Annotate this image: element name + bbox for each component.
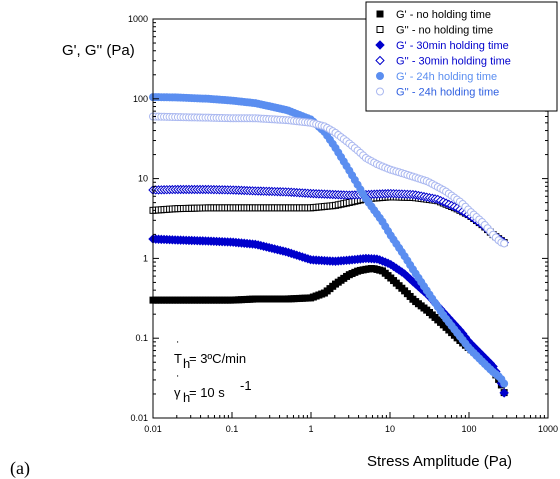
y-axis-title: G', G'' (Pa) xyxy=(62,42,135,59)
legend-label: G'' - 30min holding time xyxy=(396,56,511,68)
y-tick-label: 0.1 xyxy=(135,333,148,343)
y-tick-label: 10 xyxy=(138,174,148,184)
legend-label: G' - no holding time xyxy=(396,9,491,21)
legend-marker xyxy=(376,10,384,18)
shear-dot: ˙ xyxy=(176,373,180,388)
rate-subscript: h xyxy=(183,356,190,371)
shear-annotation: ˙ γ h = 10 s -1 xyxy=(174,373,252,405)
data-markers xyxy=(148,93,509,398)
legend-box xyxy=(365,1,558,112)
x-tick-label: 0.01 xyxy=(144,424,162,434)
legend: G' - no holding time G'' - no holding tim… xyxy=(365,1,558,112)
rate-annotation: ˙ T h = 3ºC/min xyxy=(174,339,246,371)
x-tick-label: 10 xyxy=(385,424,395,434)
y-tick-label: 1 xyxy=(143,253,148,263)
legend-label: G'' - 24h holding time xyxy=(396,87,499,99)
rate-dot: ˙ xyxy=(176,339,180,354)
shear-symbol: γ xyxy=(174,385,181,400)
series-3 xyxy=(148,234,509,398)
legend-marker xyxy=(375,40,385,50)
y-tick-label: 0.01 xyxy=(130,413,148,423)
shear-subscript: h xyxy=(183,390,190,405)
shear-exponent: -1 xyxy=(240,378,252,393)
legend-marker xyxy=(376,26,384,33)
legend-marker xyxy=(376,87,384,96)
x-axis-title: Stress Amplitude (Pa) xyxy=(367,453,512,470)
legend-label: G' - 30min holding time xyxy=(396,40,509,52)
rate-symbol: T xyxy=(174,351,182,366)
series-5 xyxy=(149,93,509,388)
y-tick-label: 100 xyxy=(133,94,148,104)
x-tick-label: 100 xyxy=(461,424,476,434)
y-tick-label: 1000 xyxy=(128,14,148,24)
legend-marker xyxy=(375,55,385,66)
x-tick-label: 0.1 xyxy=(226,424,239,434)
data-point xyxy=(500,379,509,388)
x-tick-label: 1000 xyxy=(538,424,558,434)
series-6 xyxy=(149,112,509,248)
legend-marker xyxy=(376,72,384,80)
x-tick-label: 1 xyxy=(308,424,313,434)
legend-label: G' - 24h holding time xyxy=(396,71,497,83)
legend-label: G'' - no holding time xyxy=(396,25,493,37)
panel-label: (a) xyxy=(10,458,30,479)
data-point xyxy=(499,388,509,398)
data-point xyxy=(500,239,509,248)
plot-frame xyxy=(152,18,549,419)
rate-value: = 3ºC/min xyxy=(189,351,246,366)
shear-value: = 10 s xyxy=(189,385,225,400)
